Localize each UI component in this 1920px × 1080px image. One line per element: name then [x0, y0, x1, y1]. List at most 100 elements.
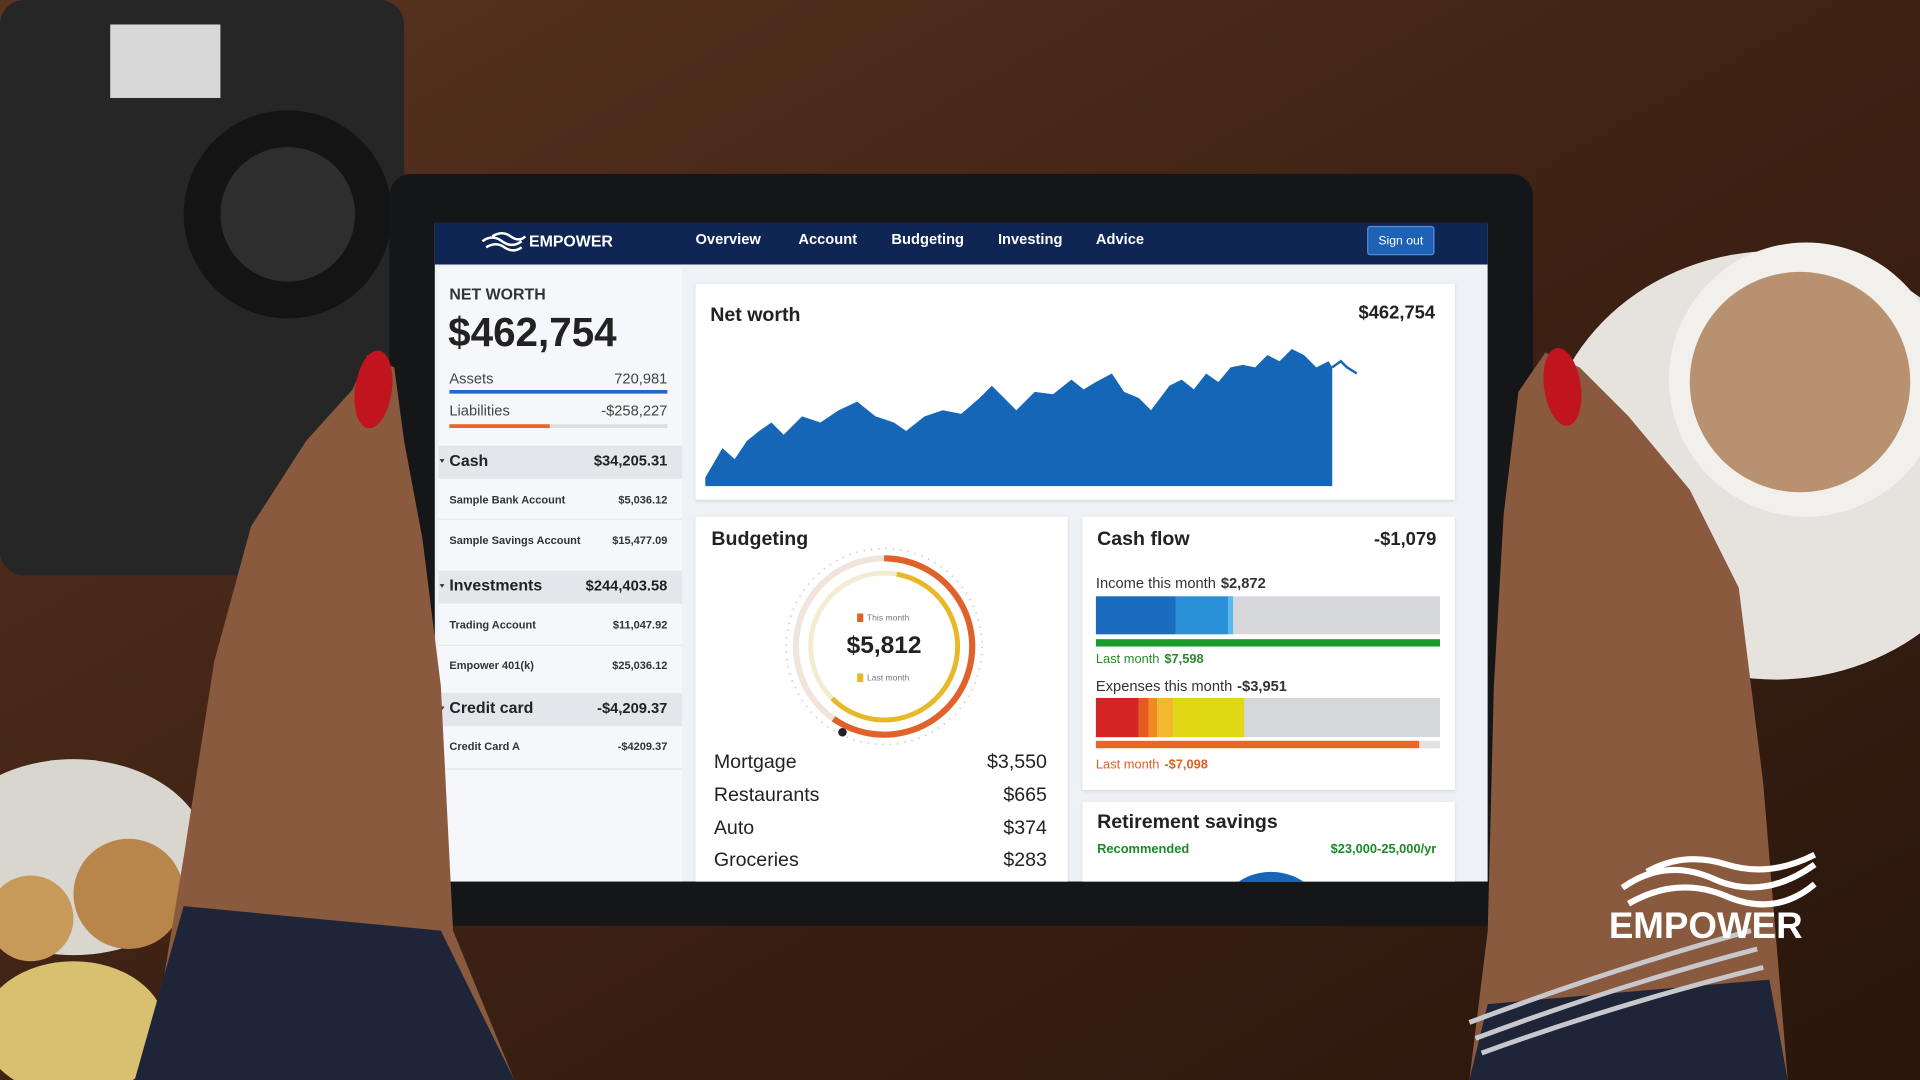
- net-worth-total: $462,754: [448, 309, 617, 355]
- legend-label: This month: [867, 613, 910, 623]
- right-hand: [1469, 352, 1788, 1080]
- group-name[interactable]: Cash: [449, 453, 488, 470]
- value: -$3,951: [1237, 679, 1287, 695]
- group-total: -$4,209.37: [597, 701, 667, 717]
- logo-waves: [481, 232, 527, 252]
- account-value: $11,047.92: [613, 620, 668, 632]
- retirement-gauge: [1238, 871, 1304, 882]
- group-total: $34,205.31: [594, 454, 668, 470]
- liabilities-value: -$258,227: [601, 403, 667, 419]
- budget-category[interactable]: Auto: [714, 817, 754, 839]
- expenses-line: Expenses this month -$3,951: [1096, 679, 1287, 695]
- expenses-last-month-bar: [1095, 740, 1420, 749]
- income-line: Income this month $2,872: [1096, 576, 1266, 592]
- income-segment: [1175, 596, 1229, 635]
- last-month-arc: [830, 571, 960, 723]
- right-sleeve: [1469, 979, 1788, 1080]
- value: -$7,098: [1164, 757, 1208, 772]
- legend-swatch: [857, 673, 864, 683]
- account-name[interactable]: Trading Account: [449, 620, 536, 632]
- bracelet: [1468, 928, 1764, 1056]
- budget-amount: $374: [1003, 817, 1047, 839]
- group-row[interactable]: [438, 570, 683, 604]
- pastry: [0, 875, 74, 962]
- nav-item[interactable]: Investing: [998, 232, 1062, 248]
- value: $2,872: [1221, 576, 1266, 592]
- expense-segment: [1095, 697, 1139, 738]
- expense-segment: [1138, 697, 1149, 738]
- assets-value: 720,981: [614, 371, 667, 387]
- camera-prism: [110, 24, 221, 98]
- expense-segment: [1148, 697, 1158, 738]
- account-name[interactable]: Sample Savings Account: [449, 535, 581, 547]
- nav-item[interactable]: Overview: [696, 232, 762, 248]
- expenses-last-month: Last month -$7,098: [1096, 757, 1208, 772]
- account-value: $5,036.12: [618, 495, 667, 507]
- group-total: $244,403.58: [586, 578, 668, 594]
- panel-title: Retirement savings: [1097, 811, 1278, 833]
- left-sleeve: [134, 906, 515, 1080]
- screen-text: EMPOWER Overview Account Budgeting Investing…: [448, 232, 1436, 871]
- muffin: [0, 961, 166, 1080]
- label: Income this month: [1096, 576, 1216, 592]
- group-name[interactable]: Credit card: [449, 700, 533, 717]
- budget-category[interactable]: Mortgage: [714, 751, 797, 773]
- account-name[interactable]: Sample Bank Account: [449, 495, 565, 507]
- recommended-range: $23,000-25,000/yr: [1331, 841, 1437, 856]
- label: Last month: [1096, 757, 1160, 772]
- account-value: $15,477.09: [612, 535, 667, 547]
- group-row[interactable]: [438, 693, 683, 727]
- account-value: $25,036.12: [612, 660, 667, 672]
- sign-out-button[interactable]: [1367, 225, 1435, 256]
- budget-category[interactable]: Restaurants: [714, 784, 820, 806]
- camera-lens-inner: [220, 146, 356, 282]
- nav-bar: [434, 222, 1488, 265]
- income-segment: [1228, 596, 1234, 635]
- income-last-month: Last month $7,598: [1096, 651, 1204, 666]
- panel-title: Net worth: [710, 304, 800, 326]
- recommended-label: Recommended: [1097, 841, 1189, 856]
- budget-amount: $665: [1003, 784, 1047, 806]
- logo[interactable]: EMPOWER: [529, 234, 613, 251]
- account-name[interactable]: Empower 401(k): [449, 660, 534, 672]
- nail: [354, 350, 393, 429]
- label: Expenses this month: [1096, 679, 1232, 695]
- group-row[interactable]: [438, 445, 683, 479]
- label: Last month: [1096, 651, 1160, 666]
- panel-title: Budgeting: [711, 528, 808, 550]
- pastry: [73, 838, 184, 949]
- left-hand: [146, 355, 515, 1080]
- income-segment: [1095, 596, 1176, 635]
- screen: EMPOWER Overview Account Budgeting Investing…: [434, 222, 1488, 882]
- budget-amount: $283: [1003, 849, 1047, 871]
- income-last-month-bar: [1095, 639, 1440, 647]
- panel-title: Cash flow: [1097, 528, 1190, 550]
- retirement-panel: [1082, 802, 1455, 882]
- legend-swatch: [857, 613, 864, 623]
- nav-item[interactable]: Budgeting: [891, 232, 964, 248]
- nav-item[interactable]: Account: [798, 232, 857, 248]
- net-worth-label: NET WORTH: [449, 286, 545, 303]
- group-name[interactable]: Investments: [449, 578, 542, 595]
- coffee: [1689, 271, 1911, 493]
- donut-ticks: [785, 547, 983, 746]
- expense-segment: [1157, 697, 1174, 738]
- caret: [439, 459, 445, 711]
- net-worth-area: [705, 348, 1333, 487]
- budgeting-panel: [695, 516, 1068, 882]
- budget-category[interactable]: Groceries: [714, 849, 799, 871]
- liabilities-label: Liabilities: [449, 403, 509, 419]
- sign-out-label[interactable]: Sign out: [1378, 233, 1423, 247]
- donut-marker: [838, 727, 847, 737]
- legend-label: Last month: [867, 673, 910, 683]
- value: $7,598: [1164, 651, 1203, 666]
- net-worth-trail: [1331, 359, 1358, 375]
- budget-total: $5,812: [847, 632, 922, 659]
- account-name[interactable]: Credit Card A: [449, 741, 520, 753]
- nav-item[interactable]: Advice: [1096, 232, 1144, 248]
- account-value: -$4209.37: [618, 741, 668, 753]
- overlay-text: EMPOWER: [1609, 905, 1803, 946]
